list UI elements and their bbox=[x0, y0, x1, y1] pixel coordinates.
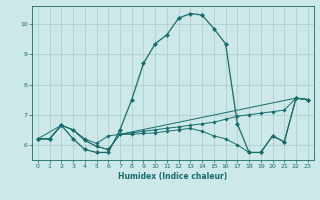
X-axis label: Humidex (Indice chaleur): Humidex (Indice chaleur) bbox=[118, 172, 228, 181]
